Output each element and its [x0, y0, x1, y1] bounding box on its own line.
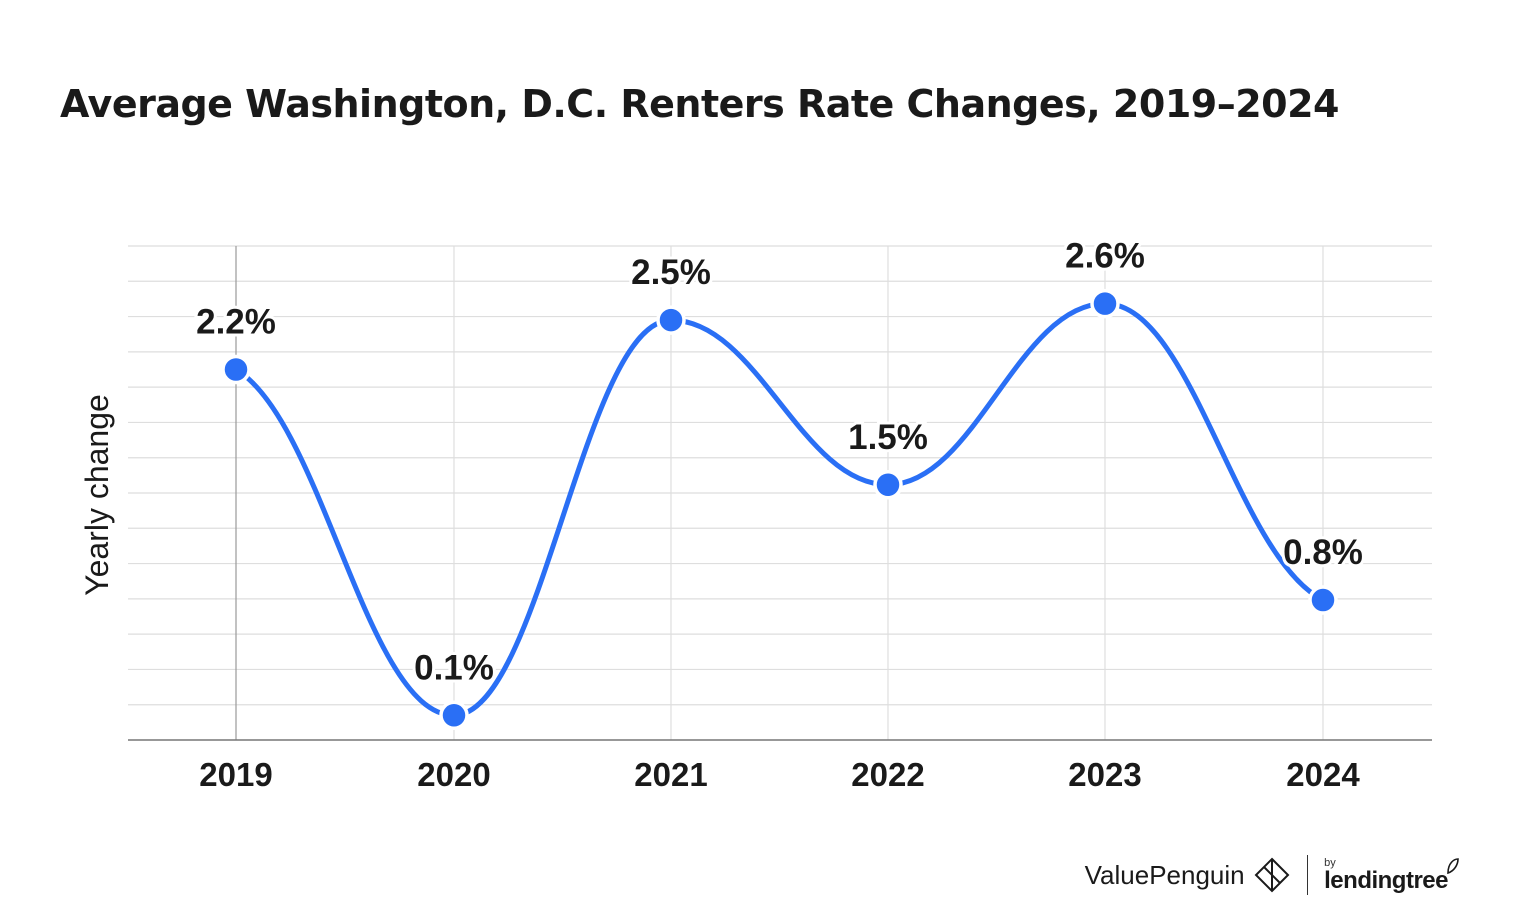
data-label: 2.5%: [631, 253, 711, 292]
x-tick-labels: 2019 2020 2021 2022 2023 2024: [199, 756, 1360, 793]
x-tick-label: 2022: [851, 756, 924, 793]
chart-title: Average Washington, D.C. Renters Rate Ch…: [60, 82, 1339, 126]
x-tick-label: 2023: [1068, 756, 1141, 793]
data-label: 1.5%: [848, 418, 928, 457]
x-tick-label: 2021: [634, 756, 707, 793]
y-axis-label: Yearly change: [79, 394, 115, 596]
data-labels: 2.2% 0.1% 2.5% 1.5% 2.6% 0.8%: [193, 234, 1366, 691]
horizontal-gridlines: [128, 245, 1432, 706]
data-label: 0.8%: [1283, 533, 1363, 572]
partner-by-label: by: [1324, 856, 1336, 869]
data-point: [1308, 585, 1338, 615]
data-label: 0.1%: [414, 648, 494, 687]
x-tick-label: 2019: [199, 756, 272, 793]
data-markers: [221, 288, 1338, 731]
brand-name: ValuePenguin: [1084, 859, 1245, 890]
valuepenguin-logo-icon: [1254, 857, 1290, 893]
footer-divider: [1306, 855, 1309, 895]
data-point: [873, 470, 903, 500]
series-line: [233, 301, 1326, 718]
x-tick-label: 2024: [1286, 756, 1360, 793]
data-point: [439, 700, 469, 731]
footer-branding: ValuePenguin by lendingtree: [1085, 850, 1460, 900]
partner-logo: by lendingtree: [1324, 856, 1448, 894]
leaf-icon: [1447, 858, 1459, 875]
data-label: 2.2%: [196, 303, 276, 342]
data-point: [1090, 288, 1120, 319]
x-tick-label: 2020: [417, 756, 490, 793]
partner-name: lendingtree: [1324, 866, 1448, 894]
data-point: [221, 354, 251, 385]
data-point: [656, 305, 686, 335]
data-label: 2.6%: [1065, 237, 1145, 276]
